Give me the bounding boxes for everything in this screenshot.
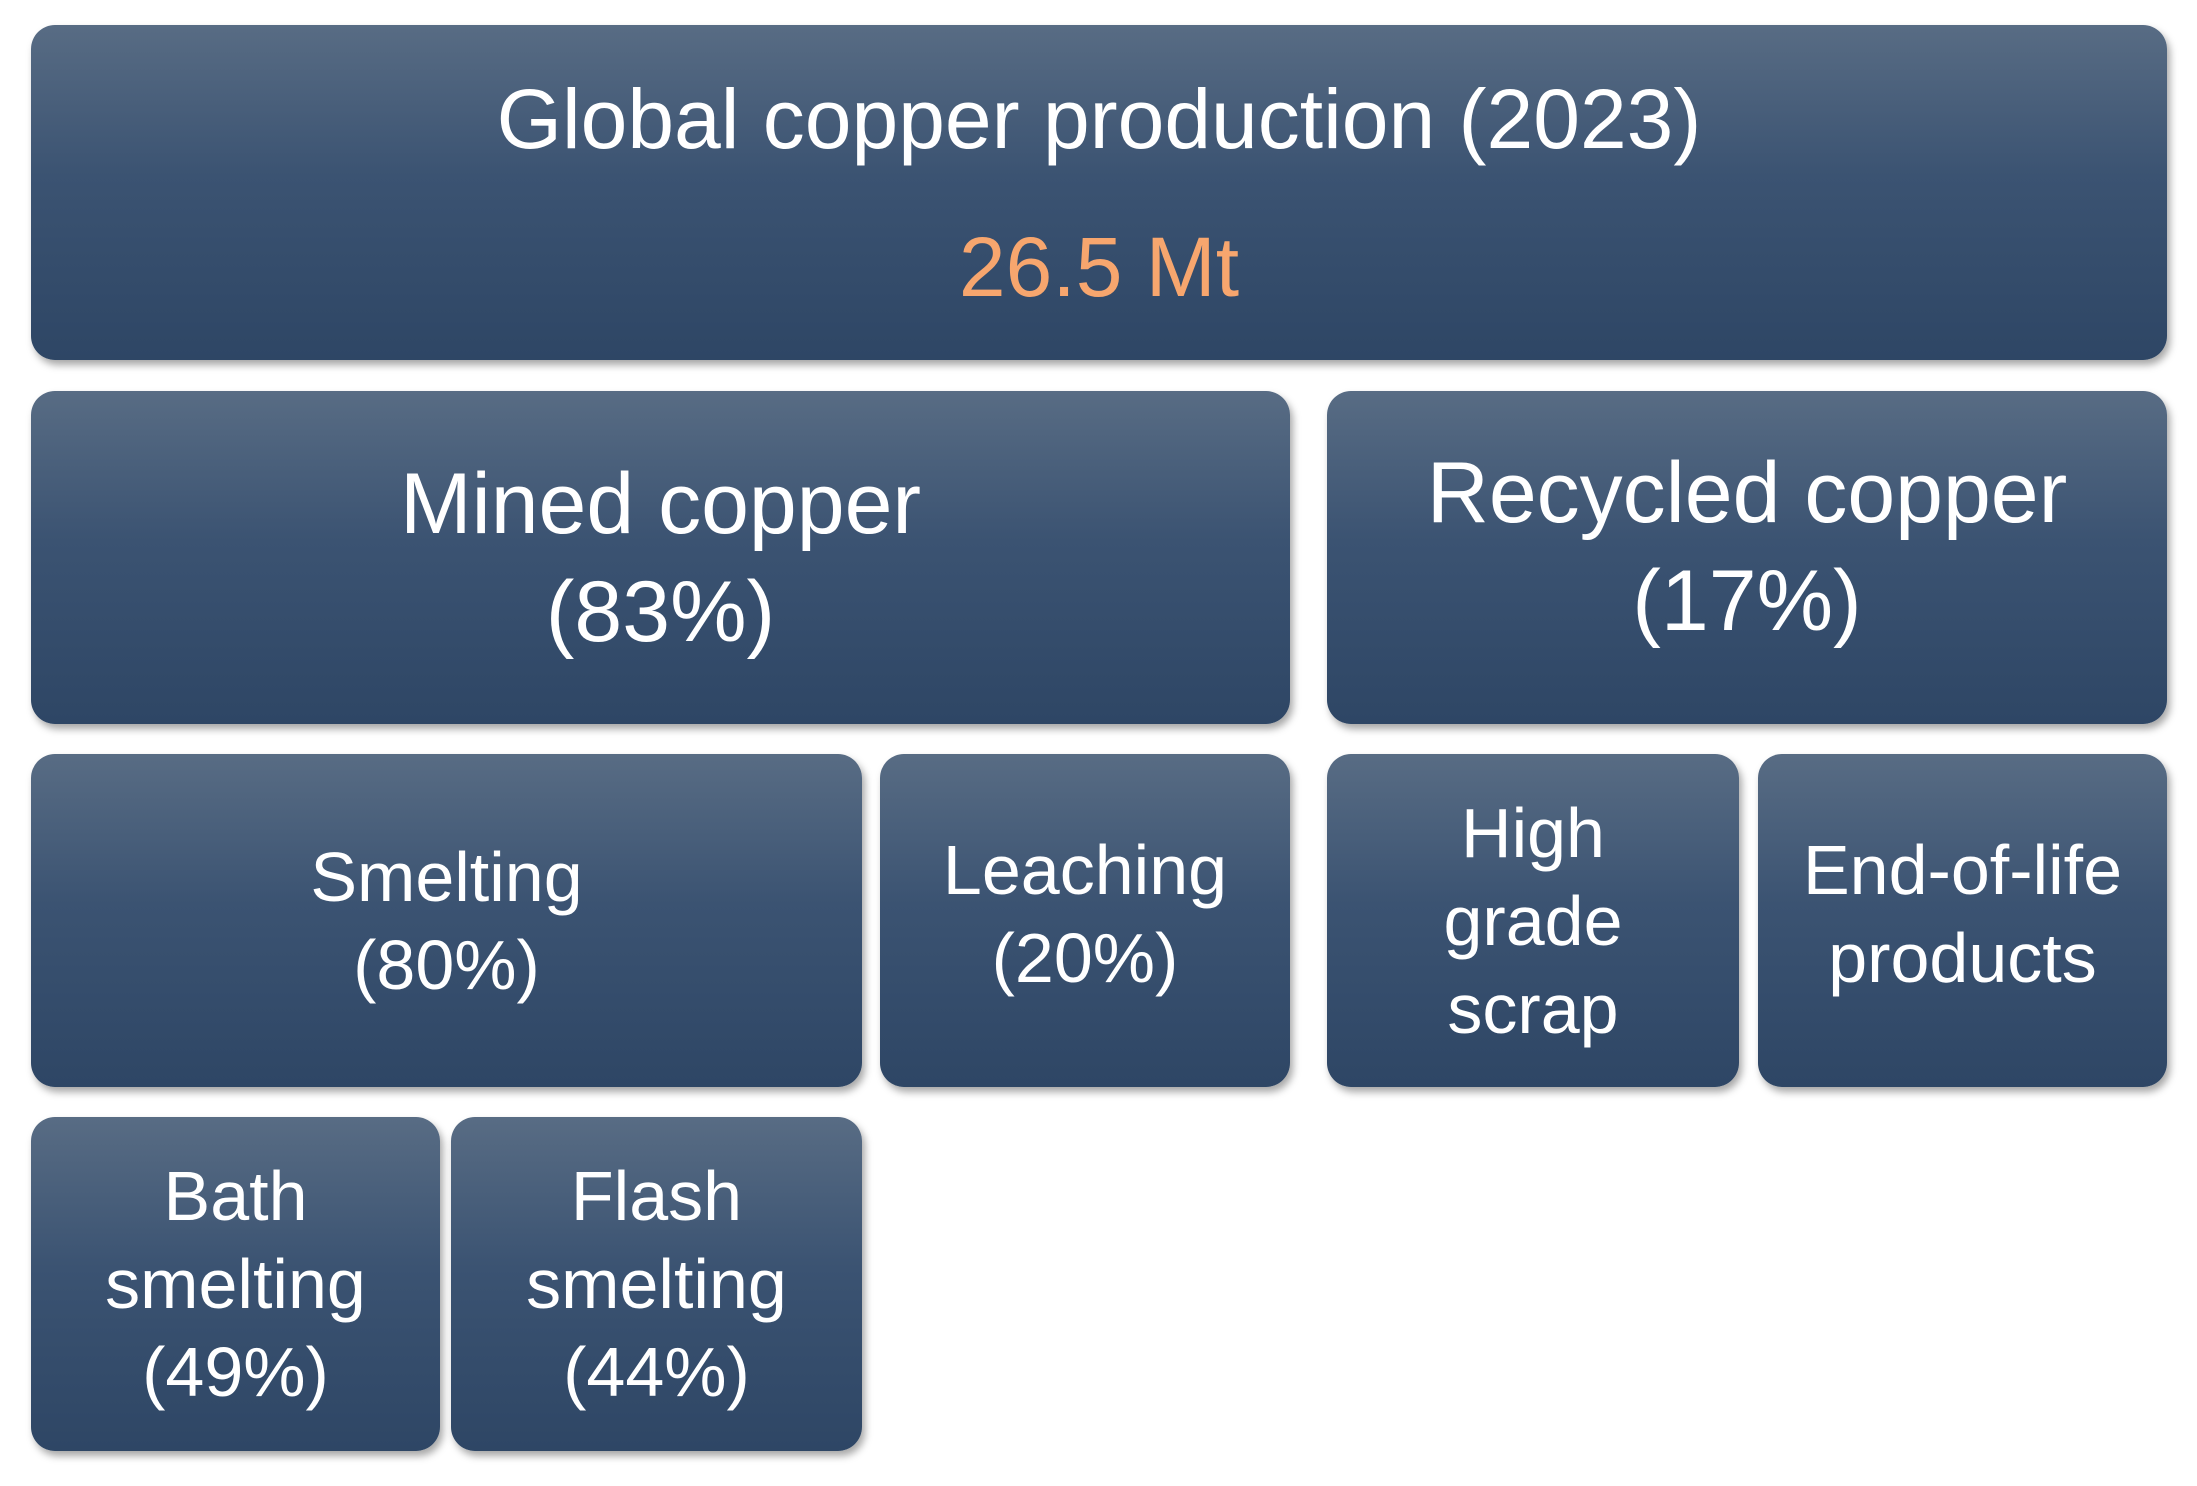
- node-label: Flash: [570, 1157, 743, 1235]
- node-label: Recycled copper: [1426, 445, 2068, 541]
- node-label: Smelting: [310, 837, 583, 916]
- node-label: (80%): [353, 925, 540, 1004]
- node-label: High: [1461, 793, 1605, 872]
- node-label: grade: [1443, 881, 1623, 960]
- node: Bath smelting (49%): [31, 1117, 440, 1451]
- node-label: scrap: [1447, 969, 1619, 1048]
- node-label: Mined copper: [399, 455, 922, 552]
- node: Smelting (80%): [31, 754, 862, 1087]
- node: Mined copper (83%): [31, 391, 1290, 724]
- node-label: products: [1828, 919, 2097, 997]
- node-label: (20%): [991, 919, 1179, 997]
- node: Leaching (20%): [880, 754, 1290, 1087]
- node-value: 26.5 Mt: [958, 219, 1240, 314]
- node-label: (44%): [563, 1333, 750, 1411]
- node-label: Bath: [163, 1157, 308, 1235]
- node-label: Leaching: [942, 831, 1228, 909]
- node-label: smelting: [526, 1245, 787, 1323]
- node-label: (49%): [142, 1333, 329, 1411]
- node-label: smelting: [105, 1245, 366, 1323]
- node-label: (83%): [545, 563, 776, 660]
- node: Flash smelting (44%): [451, 1117, 862, 1451]
- node-title: Global copper production (2023): [496, 71, 1702, 166]
- root-node: Global copper production (2023) 26.5 Mt: [31, 25, 2167, 360]
- node: High grade scrap: [1327, 754, 1739, 1087]
- node-label: End-of-life: [1802, 831, 2123, 909]
- node: Recycled copper (17%): [1327, 391, 2167, 724]
- node: End-of-life products: [1758, 754, 2167, 1087]
- node-label: (17%): [1632, 553, 1862, 649]
